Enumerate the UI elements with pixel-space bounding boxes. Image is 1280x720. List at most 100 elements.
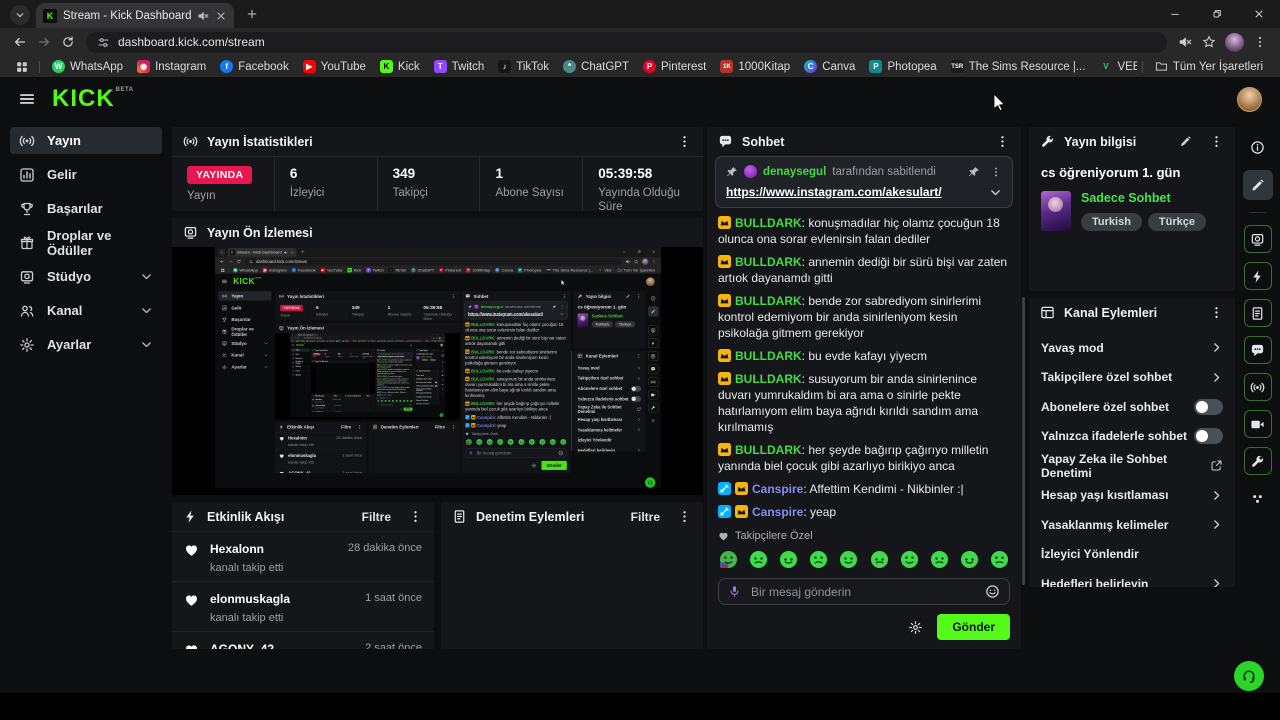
chat-settings-icon[interactable] [908,620,923,635]
unpin-button[interactable] [968,166,980,178]
rail-pencil-icon-button[interactable] [1242,170,1273,200]
site-settings-icon[interactable] [97,36,110,49]
sidebar-item-kanal[interactable]: Kanal [10,297,162,324]
chat-messages[interactable]: aleti çalmayı öğrenirdim, 1 dil daha öğr… [707,156,1021,526]
tag-t-rk-e[interactable]: Türkçe [1147,213,1206,231]
activity-user[interactable]: elonmuskagla [210,592,291,606]
new-tab-button[interactable] [241,3,263,25]
chat-username[interactable]: BULLDARK [735,349,802,363]
activity-row[interactable]: Hexalonn kanalı takip etti 28 dakika önc… [172,531,434,581]
rail-chat-icon-button[interactable] [1243,336,1272,364]
channel-action-takip-ilere-zel-sohbet[interactable]: Takipçilere özel sohbet [1029,363,1235,393]
pinned-user[interactable]: denaysegul [763,165,827,178]
rail-broadcast-icon-button[interactable] [1243,373,1272,401]
bookmark-whatsapp[interactable]: W WhatsApp [45,59,130,74]
forward-button[interactable] [32,30,56,54]
support-chat-button[interactable] [1234,661,1264,691]
activity-row[interactable]: AGONY_42 kanalı takip etti 2 saat önce [172,631,434,649]
microphone-icon[interactable] [728,585,741,598]
channel-action-yava-mod[interactable]: Yavaş mod [1029,333,1235,363]
quick-emote-8[interactable] [930,550,949,569]
all-bookmarks-folder[interactable]: Tüm Yer İşaretleri [1148,59,1270,74]
bookmark-twitch[interactable]: T Twitch [427,59,492,74]
rail-document-icon-button[interactable] [1243,299,1272,327]
reload-button[interactable] [56,30,80,54]
category-link[interactable]: Sadece Sohbet [1081,191,1171,205]
bookmark-canva[interactable]: C Canva [797,59,862,74]
channel-action-i-zleyici-y-nlendir[interactable]: İzleyici Yönlendir [1029,540,1235,570]
window-restore-button[interactable] [1196,0,1238,28]
rail-wrench-icon-button[interactable] [1243,447,1272,475]
browser-profile-avatar[interactable] [1225,32,1244,52]
quick-emote-7[interactable] [900,550,919,569]
quick-emote-1[interactable] [719,550,738,569]
channel-actions-menu-button[interactable] [1209,305,1224,320]
quick-emote-10[interactable] [990,550,1009,569]
chat-username[interactable]: Canspire [752,505,804,519]
chat-username[interactable]: Canspire [752,482,804,496]
activity-user[interactable]: AGONY_42 [210,642,275,649]
rail-dots-icon-button[interactable] [1244,484,1272,512]
bookmark-tiktok[interactable]: ♪ TikTok [491,59,556,74]
window-minimize-button[interactable] [1154,0,1196,28]
activity-menu-button[interactable] [408,509,423,524]
back-button[interactable] [8,30,32,54]
chat-username[interactable]: BULLDARK [735,372,802,386]
channel-action-yaln-zca-ifadelerle-sohbet[interactable]: Yalnızca ifadelerle sohbet [1029,422,1235,452]
bookmark-pinterest[interactable]: P Pinterest [636,59,713,74]
sidebar-item-gelir[interactable]: Gelir [10,161,162,188]
tag-turkish[interactable]: Turkish [1081,213,1142,231]
rail-bolt-icon-button[interactable] [1243,262,1272,290]
activity-user[interactable]: Hexalonn [210,542,265,556]
bookmark-kick[interactable]: K Kick [373,59,427,74]
chat-username[interactable]: BULLDARK [735,216,802,230]
browser-menu-button[interactable] [1248,30,1272,54]
bookmark-veed[interactable]: V VEED [1092,59,1137,74]
pinned-link[interactable]: https://www.instagram.com/akesulart/ [726,185,942,199]
quick-emote-4[interactable] [809,550,828,569]
bookmark-youtube[interactable]: ▶ YouTube [296,59,373,74]
toggle-yaln-zca-ifadelerle-sohbet[interactable] [1194,428,1223,445]
chat-username[interactable]: BULLDARK [735,443,802,457]
url-bar[interactable]: dashboard.kick.com/stream [86,31,1167,53]
channel-action-hedefleri-belirleyin[interactable]: Hedefleri belirleyin [1029,569,1235,587]
bookmark-photopea[interactable]: P Photopea [862,59,943,74]
window-close-button[interactable] [1238,0,1280,28]
rail-videocam-icon-button[interactable] [1243,410,1272,438]
moderation-filter-button[interactable]: Filtre [630,509,660,524]
moderation-menu-button[interactable] [677,509,692,524]
chat-scrollbar[interactable] [1022,297,1025,585]
channel-action-yasaklanm-kelimeler[interactable]: Yasaklanmış kelimeler [1029,510,1235,540]
quick-emote-3[interactable] [779,550,798,569]
toggle-abonelere-zel-sohbet[interactable] [1194,398,1223,415]
hamburger-menu-button[interactable] [18,90,36,108]
sidebar-item-yay-n[interactable]: Yayın [10,127,162,154]
quick-emote-2[interactable] [749,550,768,569]
sidebar-item-ayarlar[interactable]: Ayarlar [10,331,162,358]
rail-info-icon-button[interactable] [1244,133,1272,161]
bookmark-facebook[interactable]: f Facebook [213,59,296,74]
bookmark-1000kitap[interactable]: 1K 1000Kitap [713,59,797,74]
tab-search-button[interactable] [10,5,30,25]
browser-tab[interactable]: K Stream - Kick Dashboard [36,3,234,28]
stats-menu-button[interactable] [677,134,692,149]
activity-filter-button[interactable]: Filtre [361,509,391,524]
pinned-menu-button[interactable] [990,166,1002,178]
pinned-collapse-button[interactable] [989,186,1002,199]
bookmark-star-button[interactable] [1197,30,1221,54]
bookmark-the-sims-resource[interactable]: TSR The Sims Resource |... [944,59,1093,74]
chat-menu-button[interactable] [995,134,1010,149]
sidebar-item-st-dyo[interactable]: Stüdyo [10,263,162,290]
apps-grid-button[interactable] [10,55,34,79]
category-thumbnail[interactable] [1041,191,1071,231]
sidebar-item-droplar-ve-d-ller[interactable]: Droplar ve Ödüller [10,228,162,258]
quick-emote-5[interactable] [839,550,858,569]
quick-emote-9[interactable] [960,550,979,569]
channel-action-hesap-ya-k-s-tlamas[interactable]: Hesap yaşı kısıtlaması [1029,481,1235,511]
stream-info-menu-button[interactable] [1209,134,1224,149]
bookmark-chatgpt[interactable]: * ChatGPT [556,59,636,74]
chat-input-box[interactable] [718,578,1010,605]
tab-close-icon[interactable] [215,10,227,22]
chat-username[interactable]: BULLDARK [735,294,802,308]
channel-action-yapay-zeka-ile-sohbet-denetimi[interactable]: Yapay Zeka ile Sohbet Denetimi [1029,451,1235,481]
